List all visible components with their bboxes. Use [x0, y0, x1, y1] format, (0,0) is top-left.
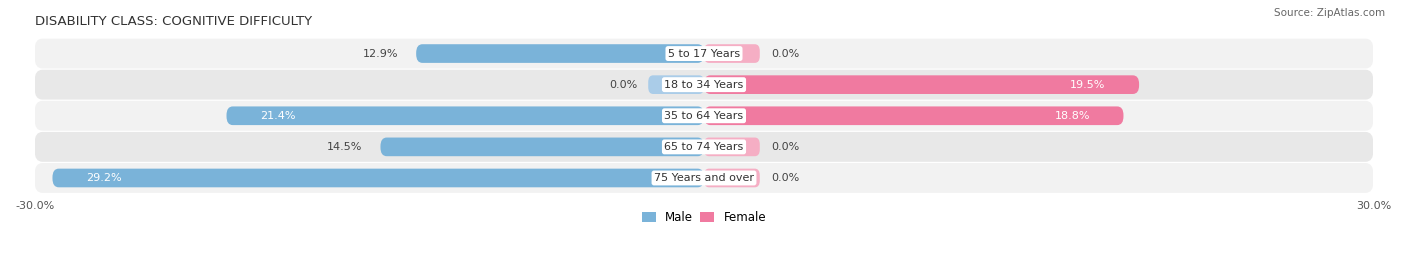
Text: 5 to 17 Years: 5 to 17 Years	[668, 48, 740, 59]
Text: 14.5%: 14.5%	[328, 142, 363, 152]
FancyBboxPatch shape	[381, 137, 704, 156]
Text: 0.0%: 0.0%	[609, 80, 637, 90]
Text: 19.5%: 19.5%	[1070, 80, 1105, 90]
FancyBboxPatch shape	[35, 70, 1374, 100]
FancyBboxPatch shape	[704, 107, 1123, 125]
Text: Source: ZipAtlas.com: Source: ZipAtlas.com	[1274, 8, 1385, 18]
FancyBboxPatch shape	[35, 39, 1374, 69]
Text: 35 to 64 Years: 35 to 64 Years	[665, 111, 744, 121]
FancyBboxPatch shape	[35, 163, 1374, 193]
Text: 12.9%: 12.9%	[363, 48, 398, 59]
FancyBboxPatch shape	[416, 44, 704, 63]
Text: 21.4%: 21.4%	[260, 111, 295, 121]
Text: 75 Years and over: 75 Years and over	[654, 173, 754, 183]
Text: 18.8%: 18.8%	[1054, 111, 1090, 121]
Text: 18 to 34 Years: 18 to 34 Years	[665, 80, 744, 90]
FancyBboxPatch shape	[226, 107, 704, 125]
FancyBboxPatch shape	[648, 75, 704, 94]
FancyBboxPatch shape	[35, 101, 1374, 131]
FancyBboxPatch shape	[704, 137, 759, 156]
Text: 0.0%: 0.0%	[770, 142, 799, 152]
Text: 0.0%: 0.0%	[770, 173, 799, 183]
FancyBboxPatch shape	[704, 75, 1139, 94]
Text: 29.2%: 29.2%	[86, 173, 121, 183]
Text: DISABILITY CLASS: COGNITIVE DIFFICULTY: DISABILITY CLASS: COGNITIVE DIFFICULTY	[35, 15, 312, 28]
Text: 65 to 74 Years: 65 to 74 Years	[665, 142, 744, 152]
Legend: Male, Female: Male, Female	[637, 206, 770, 229]
Text: 0.0%: 0.0%	[770, 48, 799, 59]
FancyBboxPatch shape	[704, 44, 759, 63]
FancyBboxPatch shape	[704, 169, 759, 187]
FancyBboxPatch shape	[35, 132, 1374, 162]
FancyBboxPatch shape	[52, 169, 704, 187]
